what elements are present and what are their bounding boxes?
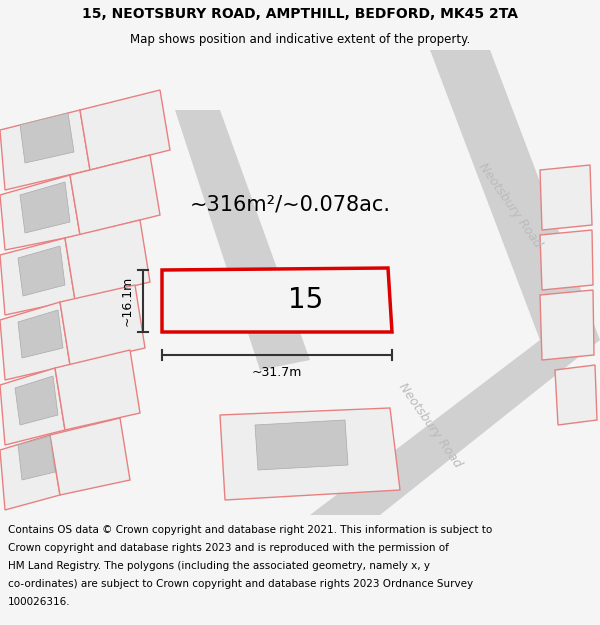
Polygon shape xyxy=(540,165,592,230)
Polygon shape xyxy=(65,220,150,300)
Polygon shape xyxy=(0,110,90,190)
Polygon shape xyxy=(18,436,55,480)
Polygon shape xyxy=(0,238,75,315)
Text: Neotsbury Road: Neotsbury Road xyxy=(476,160,544,250)
Polygon shape xyxy=(540,230,593,290)
Polygon shape xyxy=(15,376,58,425)
Text: Crown copyright and database rights 2023 and is reproduced with the permission o: Crown copyright and database rights 2023… xyxy=(8,543,449,553)
Text: Map shows position and indicative extent of the property.: Map shows position and indicative extent… xyxy=(130,32,470,46)
Text: HM Land Registry. The polygons (including the associated geometry, namely x, y: HM Land Registry. The polygons (includin… xyxy=(8,561,430,571)
Polygon shape xyxy=(0,435,60,510)
Text: ~316m²/~0.078ac.: ~316m²/~0.078ac. xyxy=(190,195,391,215)
Text: ~31.7m: ~31.7m xyxy=(252,366,302,379)
Polygon shape xyxy=(80,90,170,170)
Polygon shape xyxy=(0,302,70,380)
Polygon shape xyxy=(555,365,597,425)
Polygon shape xyxy=(18,310,63,358)
Text: Neotsbury Road: Neotsbury Road xyxy=(396,380,464,470)
Text: 15: 15 xyxy=(289,286,323,314)
Polygon shape xyxy=(20,113,74,163)
Polygon shape xyxy=(310,340,600,515)
Text: ~16.1m: ~16.1m xyxy=(121,276,133,326)
Polygon shape xyxy=(540,290,594,360)
Polygon shape xyxy=(18,246,65,296)
Polygon shape xyxy=(255,420,348,470)
Polygon shape xyxy=(0,175,80,250)
Text: 100026316.: 100026316. xyxy=(8,597,71,607)
Polygon shape xyxy=(55,350,140,430)
Polygon shape xyxy=(0,368,65,445)
Polygon shape xyxy=(220,408,400,500)
Text: 15, NEOTSBURY ROAD, AMPTHILL, BEDFORD, MK45 2TA: 15, NEOTSBURY ROAD, AMPTHILL, BEDFORD, M… xyxy=(82,7,518,21)
Polygon shape xyxy=(430,50,600,340)
Polygon shape xyxy=(162,268,392,332)
Polygon shape xyxy=(20,182,70,233)
Polygon shape xyxy=(195,282,296,326)
Polygon shape xyxy=(70,155,160,235)
Polygon shape xyxy=(60,285,145,365)
Polygon shape xyxy=(50,418,130,495)
Text: co-ordinates) are subject to Crown copyright and database rights 2023 Ordnance S: co-ordinates) are subject to Crown copyr… xyxy=(8,579,473,589)
Polygon shape xyxy=(175,110,310,370)
Text: Contains OS data © Crown copyright and database right 2021. This information is : Contains OS data © Crown copyright and d… xyxy=(8,525,492,535)
